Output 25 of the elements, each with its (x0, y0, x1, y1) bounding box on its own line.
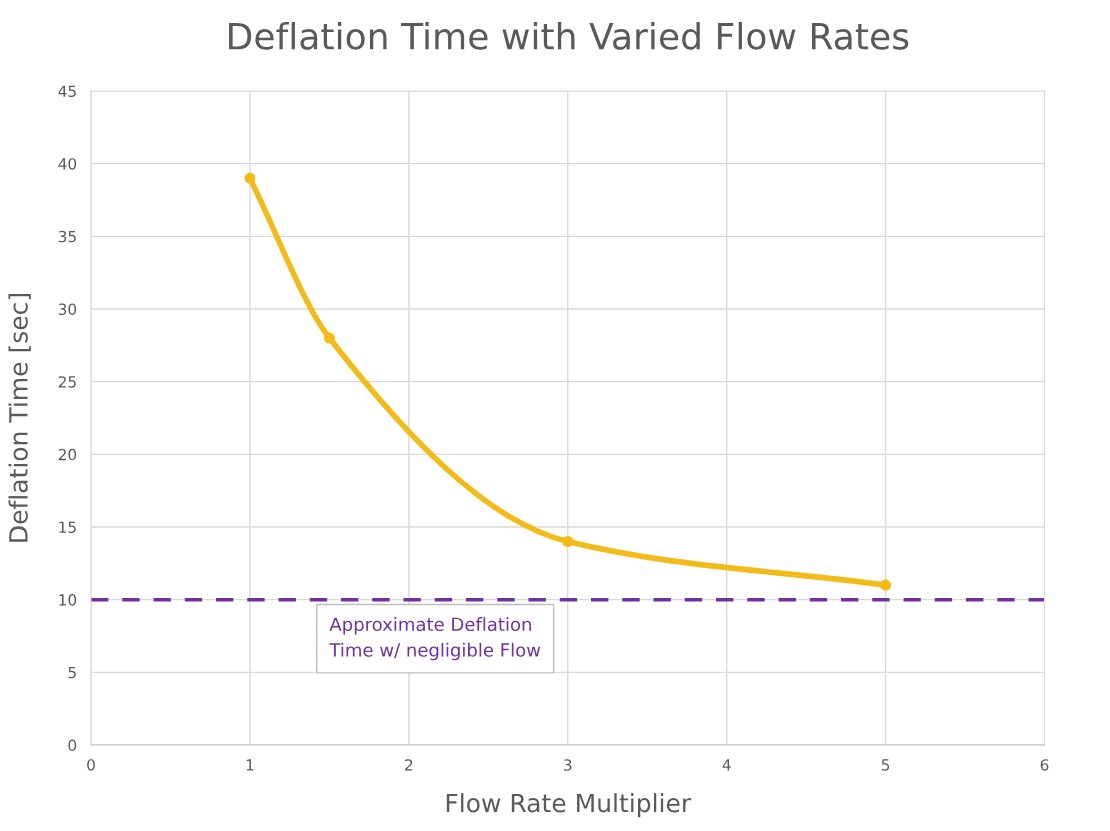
x-tick-label: 6 (1040, 759, 1049, 771)
y-tick-label: 30 (58, 303, 77, 316)
y-axis-title: Deflation Time [sec] (8, 293, 31, 542)
point (323, 332, 335, 344)
x-tick-label: 0 (87, 759, 95, 771)
point (244, 172, 256, 184)
point (562, 535, 574, 548)
y-tick-label: 5 (68, 666, 76, 679)
x-tick-label: 5 (881, 759, 890, 771)
x-tick-label: 3 (564, 759, 572, 771)
x-tick-label: 1 (246, 759, 254, 771)
y-tick-label: 45 (58, 85, 76, 98)
x-tick-label: 4 (722, 759, 731, 771)
y-tick-label: 0 (68, 739, 77, 752)
y-tick-label: 25 (58, 376, 76, 388)
chart-title: Deflation Time with Varied Flow Rates (229, 21, 909, 50)
point (880, 579, 892, 591)
y-tick-label: 35 (58, 230, 76, 243)
ref-line-label: Approximate Deflation Time w/ negligible Flow (329, 617, 541, 661)
x-tick-label: 2 (405, 759, 413, 771)
y-tick-label: 10 (59, 594, 77, 606)
y-tick-label: 40 (58, 158, 77, 170)
y-tick-label: 20 (58, 448, 77, 461)
y-tick-label: 15 (59, 521, 76, 534)
x-axis-title: Flow Rate Multiplier (446, 793, 692, 818)
